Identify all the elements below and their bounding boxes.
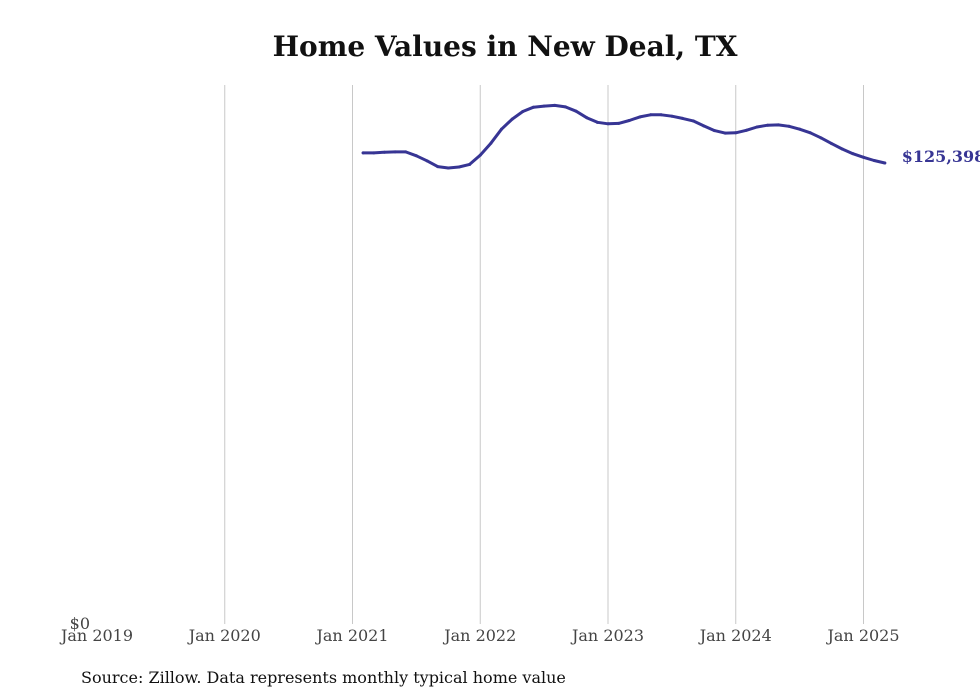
source-note: Source: Zillow. Data represents monthly …: [81, 668, 566, 687]
data-point: [830, 142, 834, 146]
data-point: [851, 152, 855, 156]
vertical-gridlines: [224, 85, 864, 624]
data-point: [798, 127, 802, 131]
data-point: [808, 131, 812, 135]
data-point: [500, 127, 504, 131]
data-point: [436, 165, 440, 169]
data-point: [414, 154, 418, 158]
x-tick-label: Jan 2021: [314, 626, 388, 645]
data-point: [659, 113, 663, 117]
data-point: [734, 131, 738, 135]
data-point: [862, 155, 865, 159]
data-point: [563, 105, 567, 109]
data-point: [712, 129, 716, 133]
data-point: [883, 161, 887, 165]
data-point: [468, 162, 472, 166]
chart-title: Home Values in New Deal, TX: [272, 30, 738, 63]
data-point: [510, 117, 514, 121]
end-value-label: $125,398: [902, 147, 980, 166]
data-point: [649, 113, 653, 117]
series-points-group: [361, 103, 887, 170]
data-point: [457, 165, 461, 169]
data-point: [446, 166, 450, 170]
data-point: [606, 122, 610, 126]
data-point: [691, 119, 695, 123]
x-tick-label: Jan 2020: [187, 626, 261, 645]
data-point: [542, 104, 546, 108]
series-line: [361, 103, 887, 170]
data-point: [670, 114, 674, 118]
data-point: [489, 141, 493, 145]
data-point: [819, 136, 823, 140]
data-point: [585, 116, 589, 120]
data-point: [382, 150, 386, 154]
x-tick-label: Jan 2019: [59, 626, 133, 645]
data-point: [627, 119, 631, 123]
data-point: [617, 121, 621, 125]
data-point: [744, 128, 748, 132]
data-point: [553, 103, 557, 107]
data-point: [776, 123, 780, 127]
data-point: [702, 124, 706, 128]
x-axis-tick-labels: Jan 2019 Jan 2020 Jan 2021 Jan 2022 Jan 2023…: [59, 626, 900, 645]
data-point: [521, 110, 525, 114]
data-point: [425, 159, 429, 163]
data-point: [723, 131, 727, 135]
series-line-group: [361, 103, 887, 170]
data-point: [595, 120, 599, 124]
x-tick-label: Jan 2024: [698, 626, 772, 645]
data-point: [478, 153, 482, 157]
data-point: [393, 150, 397, 154]
x-tick-label: Jan 2022: [442, 626, 516, 645]
data-point: [372, 151, 376, 155]
x-tick-label: Jan 2025: [825, 626, 899, 645]
x-tick-label: Jan 2023: [570, 626, 644, 645]
data-point: [840, 147, 844, 151]
data-point: [766, 123, 770, 127]
data-point: [787, 124, 791, 128]
data-point: [361, 151, 365, 155]
data-point: [755, 125, 759, 129]
data-point: [531, 105, 535, 109]
data-point: [404, 150, 408, 154]
data-point: [638, 115, 642, 119]
data-point: [872, 158, 876, 162]
data-point: [574, 109, 578, 113]
end-value-label-group: $125,398: [902, 147, 980, 166]
y-axis-tick-labels: $0: [70, 614, 90, 633]
data-point: [681, 116, 685, 120]
y-tick-label: $0: [70, 614, 90, 633]
